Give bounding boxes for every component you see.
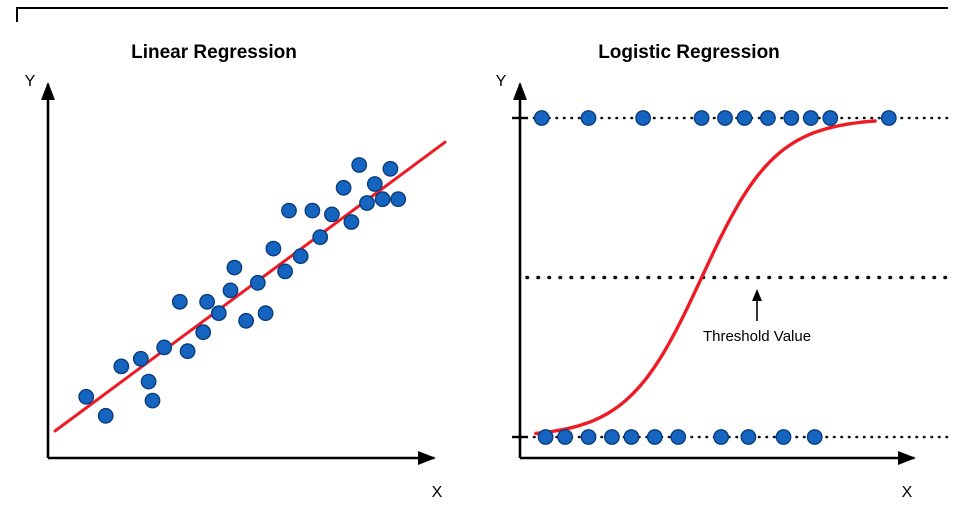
data-point	[580, 429, 597, 445]
data-point	[195, 324, 212, 341]
data-point	[580, 110, 597, 126]
threshold-value-label: Threshold Value	[703, 328, 811, 345]
data-point	[537, 429, 554, 445]
data-point	[390, 191, 407, 208]
data-point	[335, 179, 352, 196]
data-point	[670, 429, 687, 445]
data-point	[366, 176, 383, 192]
data-point	[604, 429, 620, 445]
data-point	[312, 229, 329, 246]
linear-x-axis-label: X	[432, 484, 443, 501]
sigmoid-curve	[534, 119, 877, 436]
data-point	[802, 110, 819, 126]
data-point	[113, 358, 130, 375]
data-point	[78, 388, 95, 405]
data-point	[277, 263, 293, 280]
data-point	[775, 429, 792, 445]
linear-scatter-points	[78, 157, 407, 424]
data-point	[343, 214, 360, 230]
logistic-x-axis-label: X	[902, 484, 913, 501]
data-point	[171, 293, 188, 310]
data-point	[880, 110, 897, 126]
data-point	[635, 110, 651, 126]
data-point	[740, 429, 757, 445]
data-point	[257, 305, 274, 322]
linear-regression-title: Linear Regression	[131, 42, 297, 63]
data-point	[323, 206, 340, 223]
data-point	[806, 429, 823, 445]
linear-y-axis-label: Y	[25, 73, 36, 90]
data-point	[292, 248, 309, 265]
class-one-points	[533, 110, 897, 126]
data-point	[156, 339, 173, 356]
data-point	[144, 392, 161, 409]
data-point	[199, 293, 216, 310]
frame-border	[16, 7, 948, 22]
class-zero-points	[537, 429, 823, 445]
linear-regression-panel: Linear Regression Y X	[25, 42, 447, 501]
data-point	[265, 240, 282, 257]
data-point	[557, 429, 573, 445]
data-point	[623, 429, 640, 445]
data-point	[359, 195, 375, 211]
data-point	[179, 343, 196, 360]
data-point	[132, 350, 149, 367]
data-point	[736, 110, 753, 126]
data-point	[222, 282, 239, 299]
data-point	[374, 191, 391, 208]
data-point	[304, 202, 321, 219]
data-point	[717, 110, 733, 126]
data-point	[281, 202, 297, 219]
data-point	[140, 373, 157, 390]
data-point	[226, 259, 243, 276]
data-point	[382, 160, 399, 177]
data-point	[210, 305, 227, 322]
data-point	[238, 312, 255, 329]
data-point	[351, 157, 368, 173]
data-point	[533, 110, 550, 126]
logistic-y-axis-label: Y	[496, 73, 507, 90]
data-point	[249, 274, 266, 291]
data-point	[713, 429, 729, 445]
linear-trend-line	[53, 140, 447, 433]
data-point	[822, 110, 839, 126]
logistic-regression-panel: Logistic Regression Y X Threshold Value	[496, 42, 954, 501]
data-point	[783, 110, 800, 126]
data-point	[97, 407, 114, 424]
data-point	[693, 110, 710, 126]
data-point	[646, 429, 663, 445]
data-point	[760, 110, 776, 126]
logistic-regression-title: Logistic Regression	[598, 42, 780, 63]
